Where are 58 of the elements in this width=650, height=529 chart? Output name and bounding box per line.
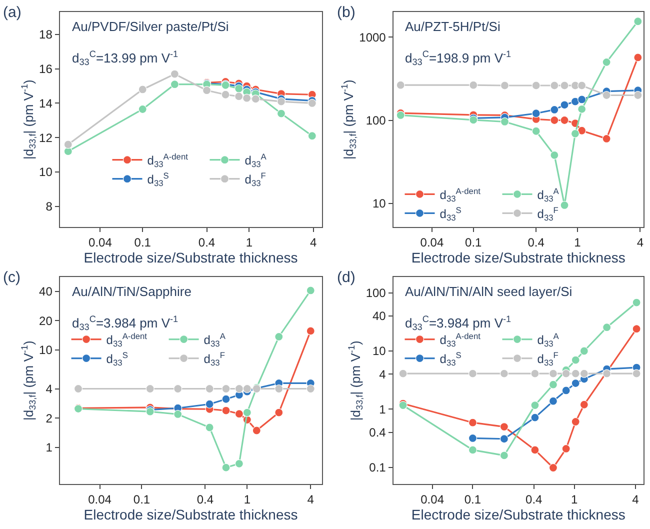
y-tick-label: 100 bbox=[366, 286, 386, 300]
x-tick-label: 0.4 bbox=[528, 235, 545, 250]
x-tick-label: 1 bbox=[244, 492, 251, 506]
x-tick-label: 0.4 bbox=[526, 492, 543, 506]
x-axis-title: Electrode size/Substrate thickness bbox=[411, 506, 626, 523]
x-tick-label: 1 bbox=[574, 235, 582, 250]
y-tick-label: 18 bbox=[39, 28, 53, 42]
y-tick-label: 16 bbox=[39, 62, 53, 76]
y-tick-label: 40 bbox=[39, 284, 53, 299]
y-tick-label: 10 bbox=[39, 343, 53, 358]
chart-title: (a) bbox=[3, 4, 22, 21]
x-tick-label: 0.1 bbox=[464, 492, 482, 506]
y-tick-label: 1 bbox=[379, 402, 386, 416]
x-axis-title: Electrode size/Substrate thickness bbox=[84, 506, 298, 523]
y-tick-label: 10 bbox=[372, 196, 386, 211]
y-tick-label: 10 bbox=[39, 165, 53, 180]
annotation: Au/PZT-5H/Pt/Si bbox=[405, 19, 500, 34]
x-tick-label: 0.04 bbox=[88, 492, 112, 506]
x-tick-label: 0.1 bbox=[134, 235, 152, 250]
x-tick-label: 0.4 bbox=[196, 492, 214, 506]
y-tick-label: 0.1 bbox=[369, 460, 386, 475]
y-tick-label: 20 bbox=[39, 314, 53, 328]
x-tick-label: 4 bbox=[636, 235, 644, 250]
y-tick-label: 0.4 bbox=[369, 426, 386, 440]
y-tick-label: 2 bbox=[46, 411, 53, 426]
annotation: Au/AlN/TiN/Sapphire bbox=[72, 284, 192, 299]
x-tick-label: 4 bbox=[310, 235, 317, 250]
y-tick-label: 4 bbox=[46, 382, 53, 396]
y-tick-label: 14 bbox=[39, 96, 53, 110]
y-tick-label: 1 bbox=[46, 440, 53, 455]
x-tick-label: 0.04 bbox=[420, 235, 444, 250]
y-tick-label: 1000 bbox=[359, 30, 386, 44]
x-tick-label: 1 bbox=[570, 492, 578, 506]
chart-title: (c) bbox=[3, 269, 20, 286]
x-tick-label: 1 bbox=[246, 235, 253, 250]
annotation: Au/AlN/TiN/AlN seed layer/Si bbox=[405, 284, 572, 299]
x-tick-label: 0.04 bbox=[88, 235, 112, 250]
y-tick-label: 40 bbox=[372, 309, 386, 324]
x-tick-label: 4 bbox=[307, 492, 314, 506]
y-tick-label: 100 bbox=[366, 113, 386, 128]
chart-title: (b) bbox=[337, 4, 356, 21]
annotation: d$_{33}$$^{C}$=3.984 pm V$^{-1}$ bbox=[405, 314, 512, 332]
y-tick-label: 12 bbox=[39, 130, 53, 145]
y-tick-label: 10 bbox=[372, 344, 386, 358]
y-tick-label: 4 bbox=[379, 367, 386, 382]
annotation: Au/PVDF/Silver paste/Pt/Si bbox=[72, 19, 229, 34]
x-tick-label: 0.04 bbox=[420, 492, 444, 506]
x-tick-label: 0.1 bbox=[465, 235, 482, 250]
chart-title: (d) bbox=[337, 269, 356, 286]
x-axis-title: Electrode size/Substrate thickness bbox=[84, 250, 298, 266]
x-axis-title: Electrode size/Substrate thickness bbox=[411, 250, 626, 266]
y-tick-label: 8 bbox=[46, 200, 53, 214]
annotation: d$_{33}$$^{C}$=13.99 pm V$^{-1}$ bbox=[72, 49, 178, 68]
annotation: d$_{33}$$^{C}$=3.984 pm V$^{-1}$ bbox=[72, 314, 178, 332]
x-tick-label: 4 bbox=[632, 492, 640, 506]
x-tick-label: 0.1 bbox=[133, 492, 150, 506]
x-tick-label: 0.4 bbox=[198, 235, 216, 250]
annotation: d$_{33}$$^{C}$=198.9 pm V$^{-1}$ bbox=[405, 49, 512, 68]
